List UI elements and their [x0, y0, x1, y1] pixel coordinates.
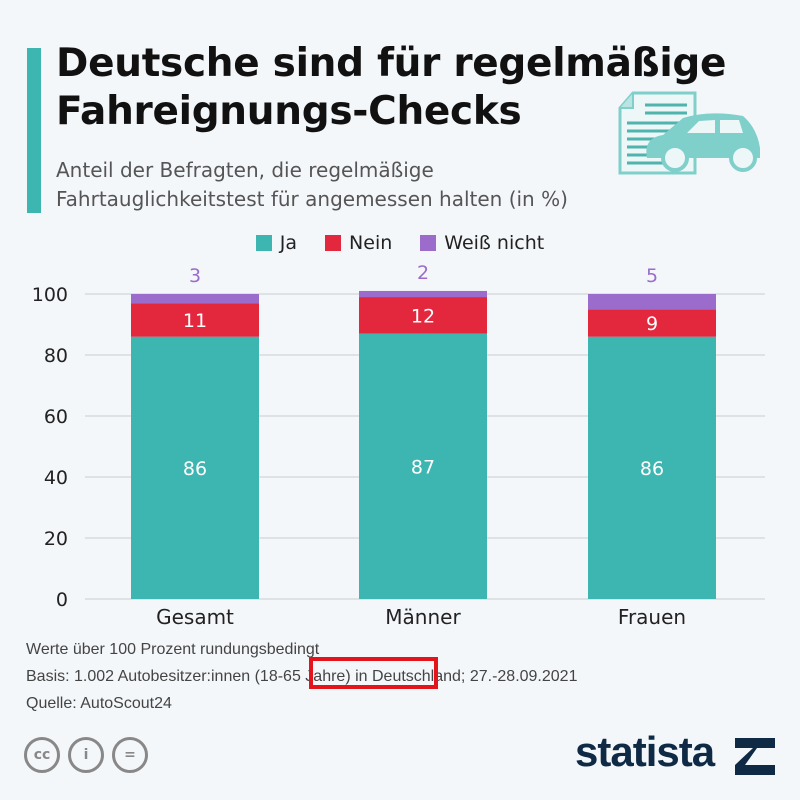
subtitle-line-1: Anteil der Befragten, die regelmäßige: [56, 158, 434, 182]
data-label: 3: [189, 265, 201, 287]
subtitle-line-2: Fahrtauglichkeitstest für angemessen hal…: [56, 187, 568, 211]
data-label: 11: [183, 310, 207, 332]
x-tick-label: Gesamt: [156, 605, 234, 629]
title-line-1: Deutsche sind für regelmäßige: [56, 41, 727, 86]
legend-item-weiss-nicht: Weiß nicht: [420, 232, 544, 254]
y-tick-label: 60: [44, 406, 68, 428]
cc-icon[interactable]: cc: [24, 737, 60, 773]
y-tick-label: 0: [56, 589, 68, 611]
legend: Ja Nein Weiß nicht: [0, 232, 800, 254]
nd-icon[interactable]: =: [112, 737, 148, 773]
x-tick-label: Männer: [385, 605, 461, 629]
stacked-bar-chart: 0 20 40 60 80 100 86 11 3 Gesamt 87 12 2 Männer 86 9 5 Fr…: [32, 262, 765, 629]
bar-segment: [588, 309, 716, 337]
bar-segment: [131, 294, 259, 304]
bar-segment: [359, 297, 487, 334]
subtitle: Anteil der Befragten, die regelmäßige Fa…: [56, 156, 568, 214]
data-label: 5: [646, 265, 658, 287]
statista-logo-mark: [735, 738, 775, 775]
title-line-2: Fahreignungs-Checks: [56, 89, 522, 134]
bar-segment: [359, 333, 487, 599]
legend-swatch: [325, 235, 342, 251]
page-title: Deutsche sind für regelmäßige Fahreignun…: [56, 40, 727, 136]
y-tick-label: 20: [44, 528, 68, 550]
legend-swatch: [420, 235, 437, 251]
note-source: Quelle: AutoScout24: [26, 695, 172, 712]
x-tick-label: Frauen: [618, 605, 686, 629]
data-label: 86: [640, 458, 664, 480]
note-basis: Basis: 1.002 Autobesitzer:innen (18-65 J…: [26, 668, 578, 685]
y-tick-label: 40: [44, 467, 68, 489]
license-icons[interactable]: cc i =: [24, 737, 148, 773]
note-rounding: Werte über 100 Prozent rundungsbedingt: [26, 641, 320, 658]
legend-item-nein: Nein: [325, 232, 392, 254]
data-label: 12: [411, 305, 435, 327]
bar-segment: [588, 336, 716, 599]
bar-segment: [131, 303, 259, 337]
bar-segment: [359, 290, 487, 298]
bar-segment: [588, 294, 716, 310]
highlight-box: [309, 657, 438, 689]
data-label: 87: [411, 456, 435, 478]
bar-segment: [131, 336, 259, 599]
accent-bar: [27, 48, 41, 213]
by-icon[interactable]: i: [68, 737, 104, 773]
document-car-icon: [618, 91, 760, 175]
legend-swatch: [255, 235, 272, 251]
y-tick-label: 80: [44, 345, 68, 367]
data-label: 9: [646, 313, 658, 335]
y-tick-label: 100: [32, 284, 68, 306]
data-label: 86: [183, 458, 207, 480]
legend-item-ja: Ja: [255, 232, 297, 254]
statista-logo[interactable]: statista: [575, 728, 715, 775]
footnotes: Werte über 100 Prozent rundungsbedingt B…: [26, 636, 577, 717]
data-label: 2: [417, 262, 429, 284]
